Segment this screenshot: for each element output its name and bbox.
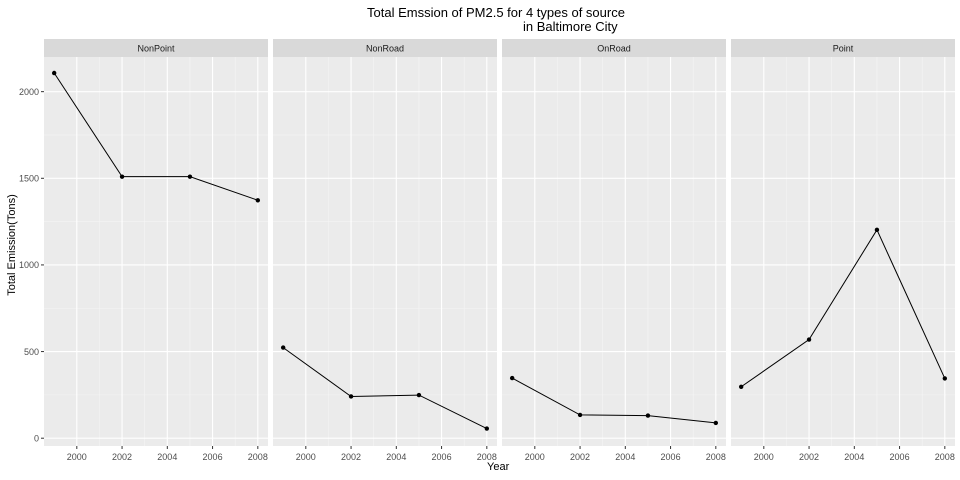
series-line [511,377,716,424]
panel-background [273,57,497,446]
x-tick-label: 2000 [296,452,316,462]
x-tick-label: 2002 [570,452,590,462]
x-tick-label: 2002 [112,452,132,462]
y-tick-label: 500 [24,347,39,357]
facet-strip [731,39,955,57]
x-axis-title: Year [487,461,510,473]
x-tick-label: 2000 [525,452,545,462]
data-point [738,384,744,389]
x-tick-label: 2000 [754,452,774,462]
y-tick-label: 1000 [19,260,39,270]
facet-strip-label: Point [833,44,854,54]
x-tick-label: 2008 [706,452,726,462]
panel-background [731,57,955,446]
y-tick-label: 2000 [19,87,39,97]
chart-title-line-1: Total Emssion of PM2.5 for 4 types of so… [367,5,625,20]
data-point [509,375,515,381]
x-tick-label: 2008 [935,452,955,462]
data-point [874,227,880,233]
facet-strip-label: NonPoint [137,44,175,54]
x-tick-label: 2006 [661,452,681,462]
x-tick-label: 2004 [386,452,406,462]
x-tick-label: 2008 [477,452,497,462]
y-tick-label: 1500 [19,173,39,183]
panel-background [44,57,268,446]
x-tick-label: 2004 [844,452,864,462]
data-point [255,198,261,203]
x-tick-label: 2008 [248,452,268,462]
series-line [282,347,488,429]
y-axis-title: Total Emission(Tons) [6,194,18,296]
data-point [484,426,490,431]
panel-background [502,57,726,446]
facet-strip-label: OnRoad [597,44,631,54]
x-tick-label: 2004 [157,452,177,462]
data-point [416,392,422,398]
data-point [942,376,948,381]
data-point [645,413,651,418]
facet-strip [273,39,497,57]
x-tick-label: 2006 [432,452,452,462]
series-line [740,228,946,388]
facet-strip-label: NonRoad [366,44,404,54]
y-tick-label: 0 [34,433,39,443]
data-point [806,337,812,342]
facet-strip [502,39,726,57]
x-tick-label: 2000 [67,452,87,462]
data-point [187,174,193,179]
series-line [53,72,258,201]
x-tick-label: 2006 [203,452,223,462]
data-point [51,70,57,76]
data-point [577,412,583,418]
x-tick-label: 2002 [341,452,361,462]
chart-title-line-2: in Baltimore City [523,19,618,34]
facet-strip [44,39,268,57]
x-tick-label: 2006 [890,452,910,462]
x-tick-label: 2002 [799,452,819,462]
x-tick-label: 2004 [615,452,635,462]
data-point [119,174,125,179]
data-point [280,345,286,350]
data-point [713,420,719,426]
data-point [348,394,354,399]
